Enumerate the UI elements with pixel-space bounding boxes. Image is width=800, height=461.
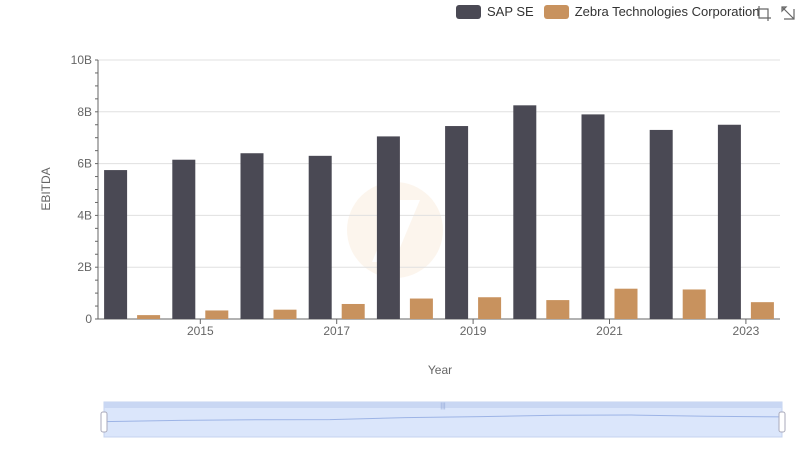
data-zoom-grip-icon: |||: [440, 403, 446, 410]
y-axis-title: EBITDA: [39, 167, 53, 210]
legend: SAP SE Zebra Technologies Corporation: [456, 4, 770, 19]
x-tick-label: 2017: [323, 324, 350, 338]
toolbox: [748, 5, 796, 21]
bar-zebra[interactable]: [682, 289, 706, 319]
bar-zebra[interactable]: [409, 298, 433, 319]
x-tick-label: 2021: [596, 324, 623, 338]
y-tick-label: 2B: [77, 260, 92, 274]
bar-zebra[interactable]: [273, 309, 297, 319]
bar-series[interactable]: [104, 105, 774, 319]
bar-sap[interactable]: [649, 129, 673, 319]
bar-zebra[interactable]: [205, 310, 229, 319]
legend-swatch-zebra: [543, 4, 569, 19]
bar-zebra[interactable]: [750, 302, 774, 319]
x-tick-label: 2015: [187, 324, 214, 338]
bar-sap[interactable]: [240, 153, 264, 319]
legend-label-sap: SAP SE: [487, 4, 534, 19]
legend-swatch-sap: [456, 4, 481, 19]
bar-sap[interactable]: [308, 155, 332, 319]
y-tick-label: 6B: [77, 157, 92, 171]
y-tick-label: 4B: [77, 208, 92, 222]
bar-zebra[interactable]: [614, 288, 638, 319]
legend-item-sap[interactable]: SAP SE: [456, 4, 534, 19]
y-tick-label: 10B: [71, 53, 92, 67]
bar-sap[interactable]: [513, 105, 537, 319]
bar-sap[interactable]: [172, 159, 196, 319]
bar-sap[interactable]: [717, 124, 741, 319]
bar-zebra[interactable]: [546, 300, 570, 319]
legend-item-zebra[interactable]: Zebra Technologies Corporation: [543, 4, 760, 19]
zoom-icon[interactable]: [756, 5, 772, 21]
data-zoom-handle-right[interactable]: [778, 411, 786, 433]
data-zoom-slider[interactable]: |||: [100, 401, 786, 438]
legend-label-zebra: Zebra Technologies Corporation: [574, 4, 760, 19]
x-axis: 2015 2017 2019 2021 2023: [98, 318, 780, 338]
bar-zebra[interactable]: [341, 303, 365, 319]
bar-sap[interactable]: [581, 114, 605, 319]
bar-sap[interactable]: [104, 170, 128, 319]
restore-icon[interactable]: [780, 5, 796, 21]
data-zoom-handle-left[interactable]: [100, 411, 108, 433]
data-zoom-preview-line: [103, 414, 783, 423]
x-axis-title: Year: [428, 363, 452, 377]
data-zoom-top-bar: [104, 402, 782, 408]
y-tick-label: 0: [85, 312, 92, 326]
x-tick-label: 2023: [733, 324, 760, 338]
bar-zebra[interactable]: [478, 297, 502, 319]
bar-sap[interactable]: [445, 126, 469, 319]
bar-zebra[interactable]: [137, 315, 161, 319]
y-tick-label: 8B: [77, 105, 92, 119]
y-axis: 0 2B 4B 6B 8B 10B: [71, 53, 99, 326]
x-tick-label: 2019: [460, 324, 487, 338]
bar-sap[interactable]: [376, 136, 400, 319]
